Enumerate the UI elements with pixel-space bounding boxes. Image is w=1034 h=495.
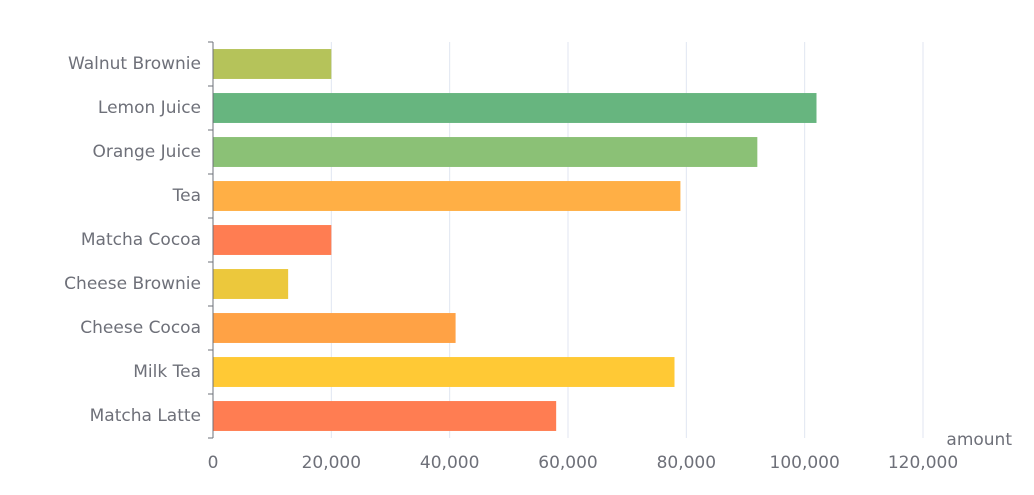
x-tick-label-3: 60,000: [538, 453, 597, 473]
y-tick-labels: Walnut Brownie Lemon Juice Orange Juice Tea…: [64, 54, 201, 426]
x-tick-label-6: 120,000: [888, 453, 958, 473]
y-tick-label-5: Cheese Brownie: [64, 274, 201, 294]
x-tick-labels: 0 20,000 40,000 60,000 80,000 100,000 120,000: [208, 453, 959, 473]
y-tick-label-7: Milk Tea: [133, 362, 201, 382]
y-tick-label-2: Orange Juice: [92, 142, 201, 162]
y-tick-label-1: Lemon Juice: [98, 98, 201, 118]
x-tick-label-0: 0: [208, 453, 219, 473]
axes: [208, 41, 214, 439]
y-tick-label-6: Cheese Cocoa: [80, 318, 201, 338]
x-tick-label-4: 80,000: [657, 453, 716, 473]
bar-2: [213, 137, 758, 167]
y-tick-label-0: Walnut Brownie: [68, 54, 201, 74]
bar-4: [213, 225, 332, 255]
bar-3: [213, 181, 681, 211]
y-tick-label-4: Matcha Cocoa: [81, 230, 201, 250]
bar-8: [213, 401, 557, 431]
bar-1: [213, 93, 817, 123]
x-tick-label-2: 40,000: [420, 453, 479, 473]
x-tick-label-1: 20,000: [302, 453, 361, 473]
bars: [213, 49, 817, 431]
bar-7: [213, 357, 675, 387]
y-tick-label-8: Matcha Latte: [90, 406, 201, 426]
bar-5: [213, 269, 289, 299]
bar-6: [213, 313, 456, 343]
x-tick-label-5: 100,000: [770, 453, 840, 473]
x-axis-title: amount: [946, 430, 1012, 450]
bar-0: [213, 49, 332, 79]
y-tick-label-3: Tea: [172, 186, 201, 206]
